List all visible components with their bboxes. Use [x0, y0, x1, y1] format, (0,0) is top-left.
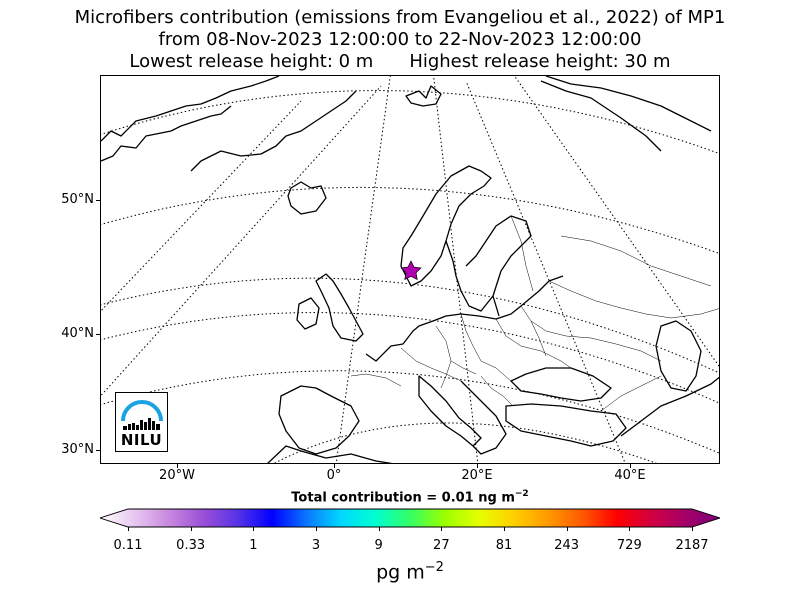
turkey-coast: [505, 403, 627, 447]
lat-line-70: [101, 90, 719, 155]
colorbar-tick: [316, 527, 317, 531]
middle-east-coast: [620, 376, 719, 437]
lon-tick-20w: [177, 464, 178, 468]
black-sea-coast: [510, 367, 612, 402]
total-contribution: Total contribution = 0.01 ng m−2: [0, 489, 800, 505]
colorbar-tick-label: 243: [554, 538, 580, 553]
colorbar-tick: [441, 527, 443, 531]
lat-label-30n: 30°N: [61, 442, 94, 457]
colorbar-tick: [378, 527, 380, 531]
lon-line-60e: [513, 76, 719, 367]
nilu-logo-graphic: [121, 400, 163, 430]
graticule: [101, 76, 719, 463]
lon-line-0: [335, 76, 391, 463]
total-contribution-text: Total contribution = 0.01 ng m: [291, 490, 515, 506]
ireland-coast: [296, 297, 320, 330]
lat-line-50: [101, 277, 719, 374]
colorbar-tick: [692, 527, 693, 531]
north-africa-coast: [267, 445, 393, 463]
svalbard-coast: [405, 85, 442, 107]
lon-line-40e: [465, 80, 626, 463]
total-contribution-exponent: −2: [514, 489, 529, 499]
map-panel[interactable]: [100, 75, 720, 464]
title-line-2: from 08-Nov-2023 12:00:00 to 22-Nov-2023…: [158, 29, 642, 50]
lon-label-20w: 20°W: [159, 468, 195, 483]
colorbar-tick: [629, 527, 631, 531]
colorbar-tick: [566, 527, 568, 531]
sweden-finland-coast: [445, 215, 532, 317]
greenland-coast: [101, 76, 357, 172]
colorbar-tick: [504, 527, 505, 531]
norway-coast: [400, 165, 492, 287]
lat-line-35: [101, 370, 719, 454]
title-line-3: Lowest release height: 0 m Highest releas…: [0, 51, 800, 73]
lon-tick-0: [334, 464, 335, 468]
colorbar-tick-label: 3: [311, 538, 321, 553]
continent-coast: [365, 275, 564, 362]
lat-tick-30: [96, 450, 100, 451]
balkans-greece-coast: [460, 380, 507, 455]
highest-release-height: Highest release height: 30 m: [409, 51, 671, 72]
lon-label-0: 0°: [326, 468, 342, 483]
lat-line-60: [101, 186, 719, 255]
italy-coast: [418, 375, 482, 447]
map-canvas: [101, 76, 719, 463]
colorbar-unit: pg m−2: [0, 560, 800, 583]
colorbar-gradient: [100, 508, 720, 528]
lat-line-30: [273, 422, 657, 463]
colorbar-tick-label: 1: [249, 538, 258, 553]
iberia-coast: [278, 385, 360, 455]
lat-label-40n: 40°N: [61, 326, 94, 341]
colorbar-tick-label: 729: [616, 538, 642, 553]
lon-tick-20e: [477, 464, 478, 468]
colorbar-tick-label: 0.33: [176, 538, 206, 553]
colorbar-tick: [128, 527, 129, 531]
lon-line-40w: [101, 100, 302, 312]
novaya-zemlya-coast: [540, 76, 712, 152]
colorbar-tick-label: 2187: [675, 538, 709, 553]
title-line-1: Microfibers contribution (emissions from…: [74, 7, 726, 28]
lon-label-20e: 20°E: [461, 468, 493, 483]
colorbar-tick-label: 81: [495, 538, 513, 553]
colorbar-tick: [190, 527, 192, 531]
lon-line-20e: [433, 76, 479, 463]
lat-tick-40: [96, 334, 100, 335]
colorbar-tick: [253, 527, 255, 531]
iceland-coast: [287, 181, 327, 215]
colorbar-tick-label: 27: [433, 538, 450, 553]
caspian-coast: [655, 320, 702, 392]
colorbar: [100, 508, 720, 528]
nilu-logo: NILU: [115, 392, 168, 452]
lon-line-20w: [101, 85, 382, 397]
lon-tick-40e: [630, 464, 631, 468]
borders: [350, 215, 719, 412]
colorbar-tick-label: 9: [374, 538, 383, 553]
lat-tick-50: [96, 200, 100, 201]
nilu-logo-text: NILU: [120, 431, 163, 449]
lat-line-40: [101, 312, 719, 404]
lat-label-50n: 50°N: [61, 192, 94, 207]
coastlines: [101, 76, 719, 463]
lowest-release-height: Lowest release height: 0 m: [129, 51, 374, 72]
colorbar-unit-exponent: −2: [424, 560, 444, 575]
colorbar-unit-text: pg m: [376, 561, 425, 584]
colorbar-tick-label: 0.11: [113, 538, 143, 553]
lon-label-40e: 40°E: [614, 468, 646, 483]
star-icon[interactable]: [400, 260, 422, 281]
uk-coast: [315, 273, 364, 342]
